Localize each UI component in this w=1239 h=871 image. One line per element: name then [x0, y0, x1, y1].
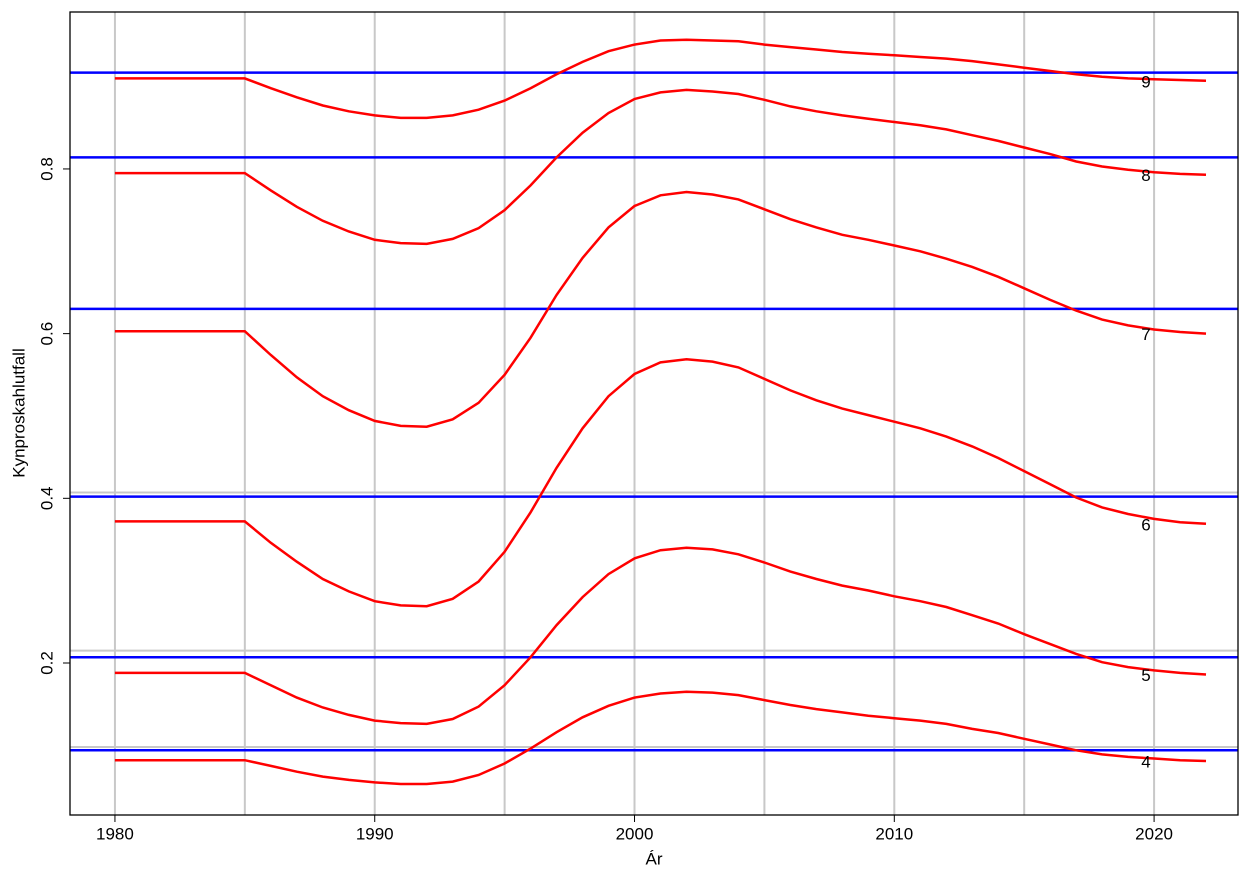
y-tick-label: 0.8	[37, 157, 56, 181]
x-tick-label: 1990	[356, 824, 394, 843]
x-tick-label: 2020	[1135, 824, 1173, 843]
series-label: 6	[1141, 515, 1150, 534]
x-tick-label: 1980	[96, 824, 134, 843]
line	[114, 546, 1207, 726]
series-label: 4	[1141, 752, 1150, 771]
series-label: 9	[1141, 72, 1150, 91]
line	[114, 88, 1207, 246]
series-label: 5	[1141, 666, 1150, 685]
series-label: 8	[1141, 166, 1150, 185]
line	[114, 357, 1207, 608]
y-axis-label: Kynproskahlutfall	[9, 348, 28, 477]
line	[114, 690, 1207, 786]
plot-frame	[69, 11, 1239, 816]
y-tick-label: 0.6	[37, 322, 56, 346]
y-tick-label: 0.2	[37, 651, 56, 675]
x-tick-label: 2010	[875, 824, 913, 843]
series-label: 7	[1141, 325, 1150, 344]
y-tick-label: 0.4	[37, 486, 56, 510]
x-tick-label: 2000	[616, 824, 654, 843]
x-axis-label: Ár	[646, 849, 663, 868]
line	[114, 38, 1207, 120]
line	[114, 190, 1207, 428]
